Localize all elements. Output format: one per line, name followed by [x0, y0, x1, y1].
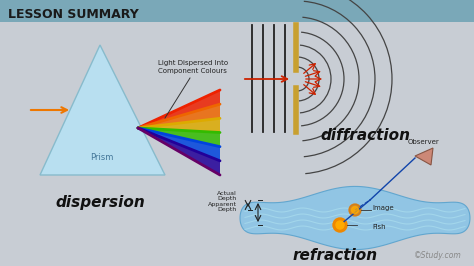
Text: Observer: Observer [408, 139, 440, 145]
Polygon shape [40, 45, 165, 175]
Text: ©Study.com: ©Study.com [414, 251, 462, 260]
Polygon shape [138, 128, 220, 161]
Circle shape [349, 204, 361, 216]
Circle shape [352, 206, 358, 214]
Polygon shape [138, 128, 220, 175]
Circle shape [333, 218, 347, 232]
Text: Apparent
Depth: Apparent Depth [208, 202, 237, 212]
Text: Actual
Depth: Actual Depth [217, 191, 237, 201]
Polygon shape [138, 118, 220, 132]
Polygon shape [138, 128, 220, 147]
Text: Image: Image [372, 205, 393, 211]
Circle shape [336, 221, 344, 229]
Text: Fish: Fish [372, 224, 386, 230]
Text: Light Dispersed Into
Component Colours: Light Dispersed Into Component Colours [158, 60, 228, 74]
Polygon shape [138, 104, 220, 128]
Polygon shape [138, 90, 220, 128]
Text: diffraction: diffraction [320, 128, 410, 143]
Text: refraction: refraction [292, 248, 378, 263]
Polygon shape [415, 148, 433, 165]
FancyBboxPatch shape [0, 0, 474, 22]
Text: LESSON SUMMARY: LESSON SUMMARY [8, 7, 139, 20]
Polygon shape [240, 186, 470, 250]
Text: Prism: Prism [91, 153, 114, 163]
Text: dispersion: dispersion [55, 195, 145, 210]
